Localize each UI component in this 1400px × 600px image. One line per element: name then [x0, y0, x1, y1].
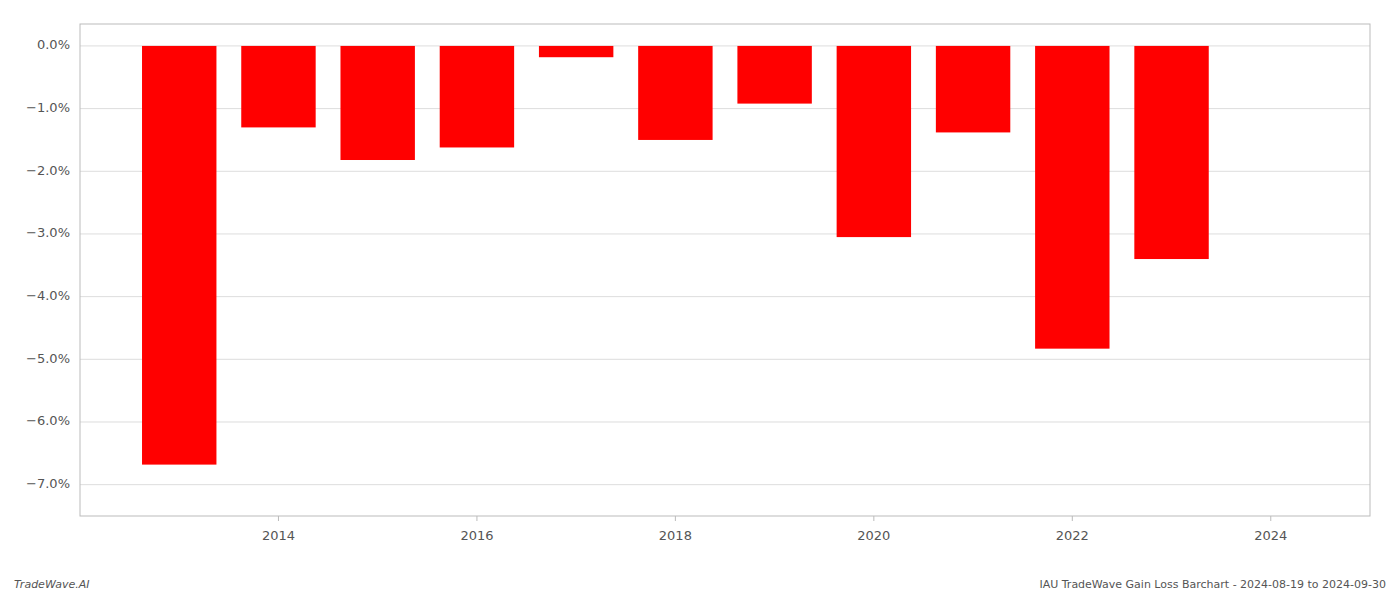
x-tick-label: 2016: [460, 528, 493, 543]
bar: [142, 46, 216, 465]
grid-line: [80, 421, 1370, 422]
bar: [1035, 46, 1109, 349]
x-tick: [1270, 516, 1271, 521]
bar: [1134, 46, 1208, 259]
y-tick-label: −2.0%: [26, 163, 70, 178]
x-tick-label: 2024: [1254, 528, 1287, 543]
x-tick-label: 2022: [1056, 528, 1089, 543]
footer-text: TradeWave.AI: [14, 578, 89, 591]
x-axis: 2014 2016 2018 2020 2022 2024: [262, 516, 1287, 543]
bar: [241, 46, 315, 127]
y-grid: [80, 46, 1370, 485]
x-tick-label: 2014: [262, 528, 295, 543]
x-tick: [675, 516, 676, 521]
bar: [440, 46, 514, 148]
chart-svg: 0.0% −1.0% −2.0% −3.0% −4.0% −5.0% −6.0% −7.0% 2…: [0, 0, 1400, 600]
grid-line: [80, 296, 1370, 297]
x-tick-label: 2018: [659, 528, 692, 543]
y-tick-label: −3.0%: [26, 225, 70, 240]
y-tick-label: −6.0%: [26, 413, 70, 428]
plot-frame: [80, 24, 1370, 516]
footer-text: IAU TradeWave Gain Loss Barchart - 2024-…: [1039, 578, 1386, 591]
y-tick-label: 0.0%: [37, 37, 70, 52]
x-tick: [1072, 516, 1073, 521]
y-tick-label: −7.0%: [26, 476, 70, 491]
y-tick-label: −4.0%: [26, 288, 70, 303]
x-tick: [476, 516, 477, 521]
y-tick-label: −5.0%: [26, 351, 70, 366]
x-tick: [278, 516, 279, 521]
bar: [737, 46, 811, 104]
x-tick: [873, 516, 874, 521]
y-tick-label: −1.0%: [26, 100, 70, 115]
y-tick-labels: 0.0% −1.0% −2.0% −3.0% −4.0% −5.0% −6.0% −7.0%: [26, 37, 70, 491]
bar: [638, 46, 712, 140]
chart-container: 0.0% −1.0% −2.0% −3.0% −4.0% −5.0% −6.0% −7.0% 2…: [0, 0, 1400, 600]
bar: [837, 46, 911, 237]
bar: [340, 46, 414, 160]
x-tick-label: 2020: [857, 528, 890, 543]
bar: [936, 46, 1010, 132]
bars: [142, 46, 1209, 465]
bar: [539, 46, 613, 57]
grid-line: [80, 484, 1370, 485]
grid-line: [80, 359, 1370, 360]
